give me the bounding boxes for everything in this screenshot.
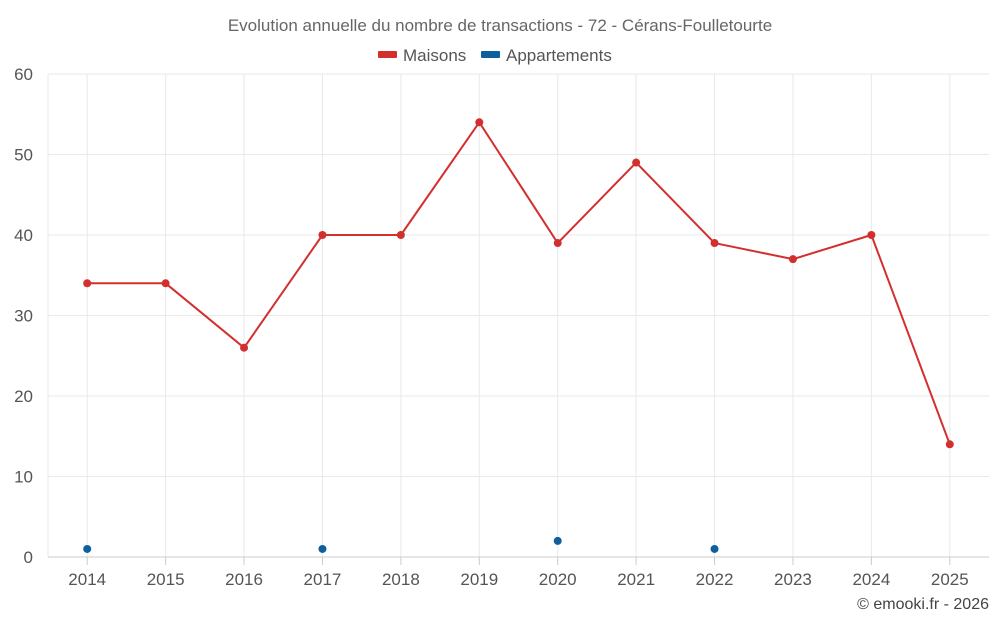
data-point-maisons[interactable] <box>867 231 876 239</box>
data-point-appartements[interactable] <box>710 544 719 553</box>
x-tick-label: 2020 <box>539 570 577 589</box>
data-point-maisons[interactable] <box>632 158 641 167</box>
data-point-maisons[interactable] <box>710 239 719 248</box>
chart-title: Evolution annuelle du nombre de transact… <box>228 16 772 35</box>
legend: Maisons Appartements <box>378 46 612 65</box>
data-point-maisons[interactable] <box>788 255 797 264</box>
x-axis-ticks: 2014 2015 2016 2017 2018 2019 2020 2021 2022 2023… <box>68 557 969 589</box>
series-maisons <box>83 118 954 449</box>
y-tick-label: 60 <box>14 65 33 84</box>
x-tick-label: 2022 <box>696 570 734 589</box>
x-tick-label: 2021 <box>617 570 655 589</box>
x-tick-label: 2017 <box>304 570 342 589</box>
legend-swatch-maisons <box>378 51 397 58</box>
x-tick-label: 2018 <box>382 570 420 589</box>
data-point-appartements[interactable] <box>83 544 92 553</box>
x-tick-label: 2015 <box>147 570 185 589</box>
series-line-maisons <box>86 121 951 446</box>
data-point-maisons[interactable] <box>240 343 249 352</box>
credit-text: © emooki.fr - 2026 <box>857 596 989 613</box>
series-appartements <box>83 536 719 553</box>
data-point-appartements[interactable] <box>318 544 327 553</box>
data-point-appartements[interactable] <box>553 536 562 545</box>
x-tick-label: 2019 <box>460 570 498 589</box>
legend-item-appartements[interactable]: Appartements <box>481 46 612 65</box>
data-point-maisons[interactable] <box>475 118 484 127</box>
y-axis-ticks: 0 10 20 30 40 50 60 <box>14 65 33 567</box>
y-tick-label: 20 <box>14 387 33 406</box>
y-tick-label: 10 <box>14 468 33 487</box>
grid <box>47 73 989 558</box>
legend-swatch-appartements <box>481 51 500 58</box>
data-point-maisons[interactable] <box>553 239 562 248</box>
x-tick-label: 2014 <box>68 570 106 589</box>
legend-item-maisons[interactable]: Maisons <box>378 46 466 65</box>
x-tick-label: 2016 <box>225 570 263 589</box>
y-tick-label: 40 <box>14 226 33 245</box>
legend-label-maisons: Maisons <box>403 46 466 65</box>
x-tick-label: 2025 <box>931 570 969 589</box>
series <box>83 118 954 553</box>
y-tick-label: 50 <box>14 146 33 165</box>
data-point-maisons[interactable] <box>83 279 92 288</box>
data-point-maisons[interactable] <box>945 440 954 449</box>
legend-label-appartements: Appartements <box>506 46 612 65</box>
x-tick-label: 2023 <box>774 570 812 589</box>
y-tick-label: 30 <box>14 307 33 326</box>
data-point-maisons[interactable] <box>161 279 170 288</box>
y-tick-label: 0 <box>24 548 33 567</box>
x-tick-label: 2024 <box>852 570 890 589</box>
data-point-maisons[interactable] <box>318 231 327 239</box>
data-point-maisons[interactable] <box>396 231 405 239</box>
